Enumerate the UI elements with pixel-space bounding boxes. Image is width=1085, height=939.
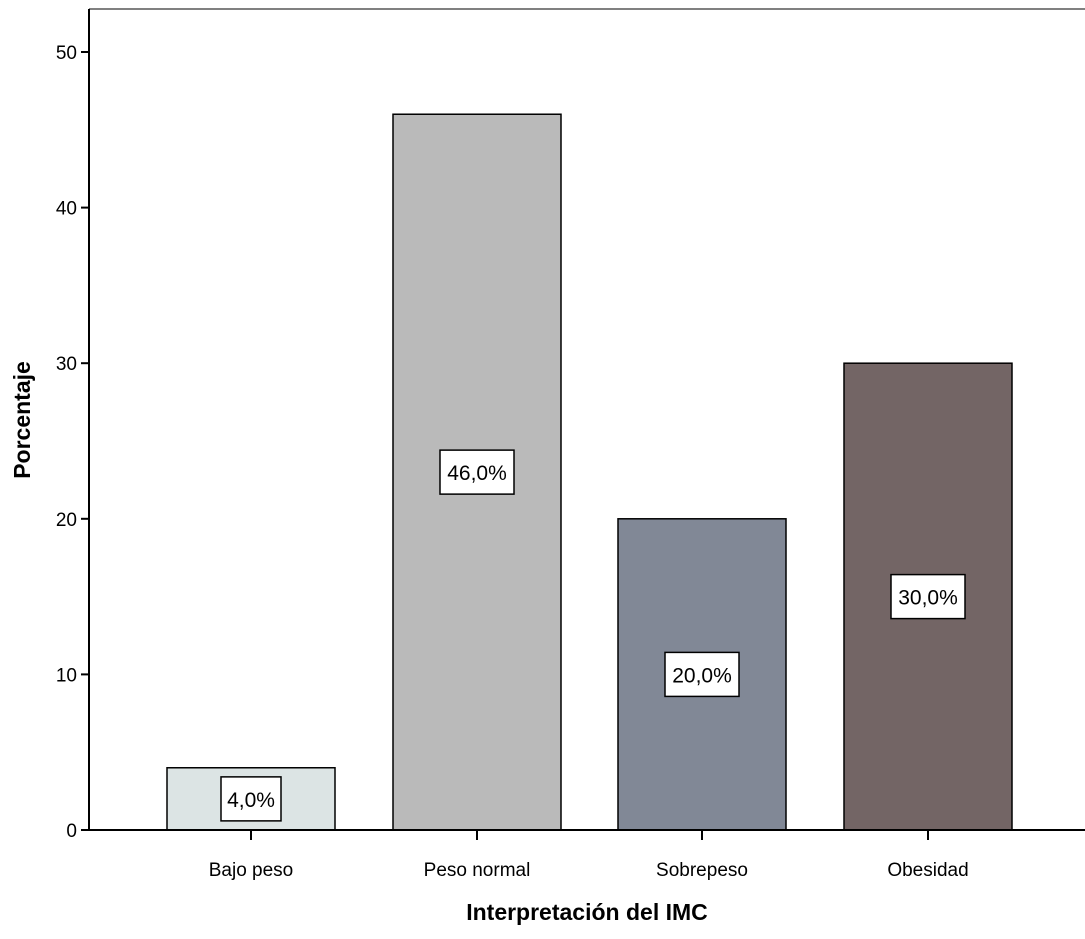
data-label-box [439, 449, 515, 495]
y-ticks-group: 0 10 20 30 40 50 [56, 43, 89, 842]
y-tick-label: 40 [56, 199, 77, 220]
data-label-box [664, 651, 740, 698]
axes-group [88, 8, 1085, 831]
y-tick-label: 50 [56, 43, 77, 64]
bars-group [166, 113, 1013, 831]
y-tick-label: 20 [56, 510, 77, 531]
x-ticks-group: Bajo peso Peso normal Sobrepeso Obesidad [209, 830, 969, 881]
x-axis-title: Interpretación del IMC [466, 899, 708, 925]
y-axis-title: Porcentaje [9, 361, 35, 479]
y-tick-label: 30 [56, 354, 77, 375]
x-tick-label: Bajo peso [209, 860, 294, 881]
y-tick-label: 0 [66, 821, 77, 842]
data-labels-group: 4,0% 46,0% 20,0% 30,0% [220, 449, 966, 822]
data-label: 4,0% [227, 789, 275, 812]
data-label: 46,0% [447, 462, 507, 485]
data-label: 20,0% [672, 664, 732, 687]
data-label-box [890, 573, 966, 620]
data-label: 30,0% [898, 587, 958, 610]
x-tick-label: Obesidad [887, 860, 968, 881]
y-tick-label: 10 [56, 665, 77, 686]
x-tick-label: Sobrepeso [656, 860, 748, 881]
x-tick-label: Peso normal [424, 860, 531, 881]
data-label-box [220, 776, 282, 822]
